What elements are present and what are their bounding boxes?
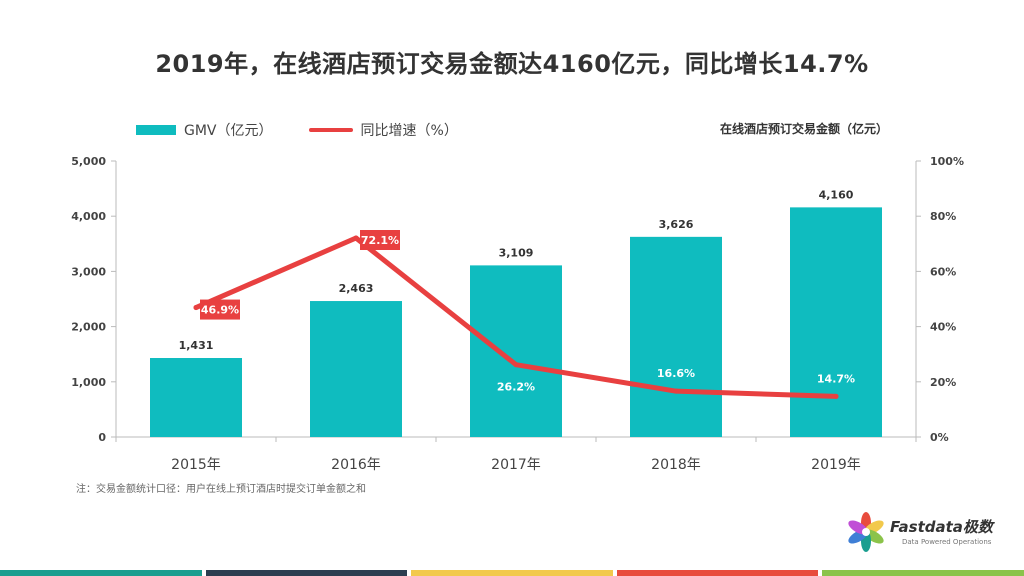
x-tick-label: 2019年 [811,457,861,473]
y-left-tick-label: 0 [98,431,106,444]
legend-item-growth: 同比增速（%） [308,120,458,140]
bar [630,236,722,437]
legend-swatch-gmv [136,125,176,135]
bar [150,358,242,437]
brand-name: Fastdata极数 [890,518,993,536]
y-right-tick-label: 80% [930,210,956,223]
y-left-tick-label: 2,000 [71,321,106,334]
footnote: 注：交易金额统计口径：用户在线上预订酒店时提交订单金额之和 [76,484,366,495]
y-left-tick-label: 3,000 [71,265,106,278]
y-left-tick-label: 4,000 [71,210,106,223]
growth-point [833,393,839,399]
bottom-color-strip [0,570,1024,576]
y-left-tick-label: 1,000 [71,376,106,389]
growth-value-label: 72.1% [361,234,399,247]
bottom-strip-segment [411,570,613,576]
bar-value-label: 3,626 [659,218,694,231]
bottom-strip-segment [822,570,1024,576]
growth-label-box [360,230,400,251]
bar-value-label: 3,109 [499,246,534,259]
x-tick-label: 2017年 [491,457,541,473]
bar [790,207,882,437]
y-right-tick-label: 20% [930,376,956,389]
legend-label-growth: 同比增速（%） [360,123,458,139]
brand-logo: Fastdata极数 Data Powered Operations [846,510,996,558]
bar-value-label: 1,431 [179,339,214,352]
x-tick-label: 2018年 [651,457,701,473]
legend-item-gmv: GMV（亿元） [136,120,273,140]
bar [310,301,402,437]
growth-value-label: 26.2% [497,381,535,394]
growth-point [353,235,359,241]
bar [470,265,562,437]
bar-value-label: 2,463 [339,282,374,295]
legend-swatch-growth [308,128,353,132]
bottom-strip-segment [0,570,202,576]
y-left-tick-label: 5,000 [71,155,106,168]
x-tick-label: 2015年 [171,457,221,473]
brand-tagline: Data Powered Operations [902,538,992,546]
growth-value-label: 46.9% [201,304,239,317]
growth-point [193,305,199,311]
chart-legend: GMV（亿元） 同比增速（%） [136,120,458,140]
y-right-tick-label: 100% [930,155,964,168]
growth-value-label: 14.7% [817,372,855,385]
growth-label-box [200,299,240,320]
growth-point [673,388,679,394]
growth-point [513,362,519,368]
bottom-strip-segment [616,570,819,576]
bar-value-label: 4,160 [819,188,854,201]
flower-logo-icon [848,512,884,552]
chart-title: 2019年，在线酒店预订交易金额达4160亿元，同比增长14.7% [155,50,869,78]
growth-value-label: 16.6% [657,367,695,380]
chart-unit-label: 在线酒店预订交易金额（亿元） [719,122,888,136]
y-right-tick-label: 60% [930,265,956,278]
y-right-tick-label: 0% [930,431,949,444]
bottom-strip-segment [205,570,408,576]
x-tick-label: 2016年 [331,457,381,473]
legend-label-gmv: GMV（亿元） [184,123,273,139]
y-right-tick-label: 40% [930,321,956,334]
